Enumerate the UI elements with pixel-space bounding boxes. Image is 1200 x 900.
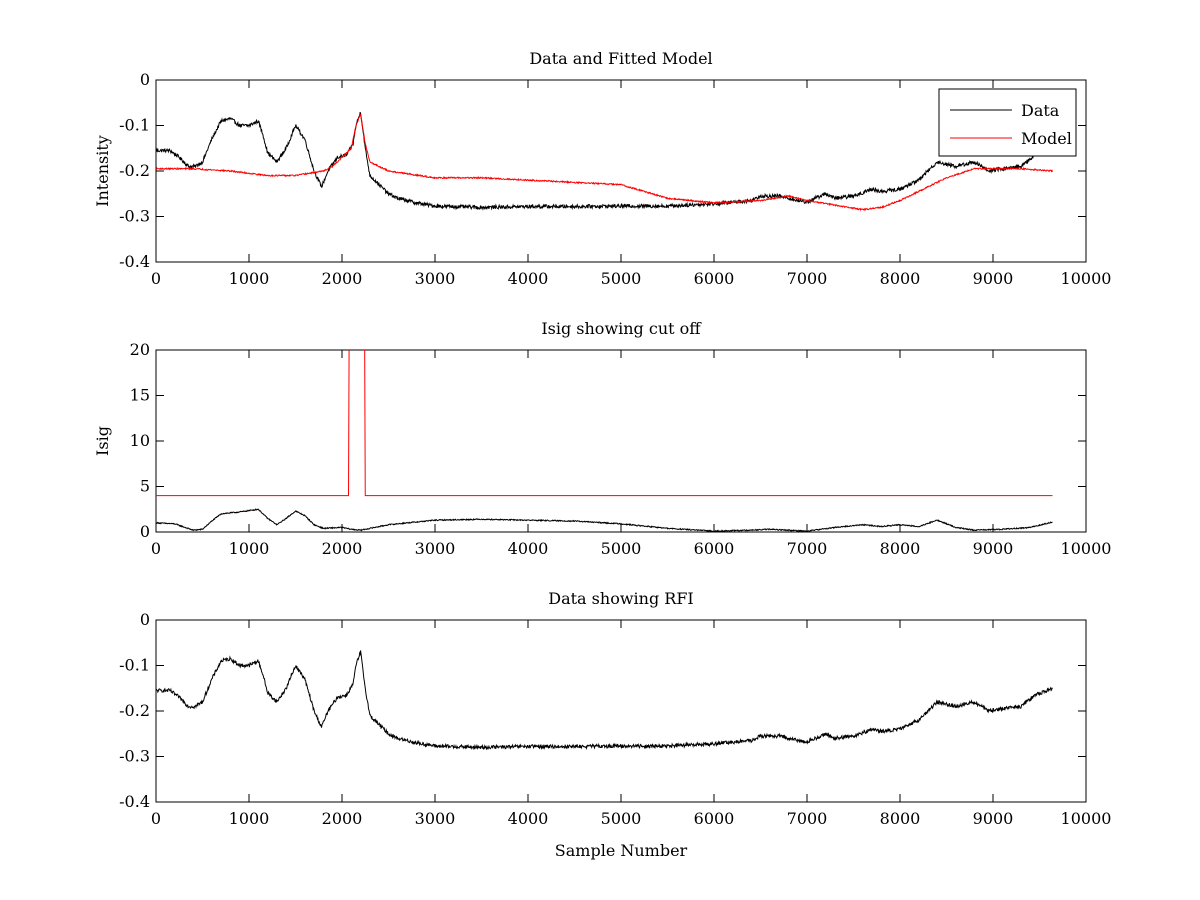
x-tick-label: 4000 xyxy=(508,809,549,828)
x-tick-label: 9000 xyxy=(973,809,1014,828)
x-tick-label: 0 xyxy=(151,539,161,558)
x-tick-label: 9000 xyxy=(973,269,1014,288)
x-tick-label: 10000 xyxy=(1061,539,1112,558)
series-line-data xyxy=(156,650,1053,751)
y-tick-label: -0.4 xyxy=(119,252,150,271)
x-tick-label: 1000 xyxy=(229,539,270,558)
x-tick-label: 5000 xyxy=(601,539,642,558)
x-tick-label: 6000 xyxy=(694,269,735,288)
x-tick-label: 2000 xyxy=(322,809,363,828)
legend: Data Model xyxy=(938,88,1077,157)
x-tick-label: 1000 xyxy=(229,269,270,288)
chart-title: Isig showing cut off xyxy=(541,319,702,338)
chart-title: Data showing RFI xyxy=(548,589,693,608)
x-tick-label: 4000 xyxy=(508,269,549,288)
subplot-3: 0 1000 2000 3000 4000 5000 6000 7000 8000 9000 100… xyxy=(119,589,1111,860)
x-tick-label: 9000 xyxy=(973,539,1014,558)
x-tick-label: 3000 xyxy=(415,809,456,828)
y-tick-label: -0.1 xyxy=(119,656,150,675)
x-tick-label: 0 xyxy=(151,269,161,288)
x-tick-label: 5000 xyxy=(601,269,642,288)
x-tick-label: 2000 xyxy=(322,269,363,288)
y-tick-label: -0.2 xyxy=(119,161,150,180)
y-tick-label: -0.2 xyxy=(119,701,150,720)
x-tick-label: 8000 xyxy=(880,539,921,558)
x-tick-label: 0 xyxy=(151,809,161,828)
chart-title: Data and Fitted Model xyxy=(529,49,712,68)
subplot-2: 0 1000 2000 3000 4000 5000 6000 7000 8000 9000 100… xyxy=(93,319,1112,558)
x-tick-label: 3000 xyxy=(415,539,456,558)
y-tick-label: 0 xyxy=(140,70,150,89)
y-tick-label: -0.4 xyxy=(119,792,150,811)
x-tick-label: 8000 xyxy=(880,269,921,288)
x-tick-label: 2000 xyxy=(322,539,363,558)
x-tick-label: 8000 xyxy=(880,809,921,828)
x-tick-label: 7000 xyxy=(787,269,828,288)
x-tick-label: 7000 xyxy=(787,539,828,558)
legend-box xyxy=(938,88,1077,157)
x-tick-label: 10000 xyxy=(1061,269,1112,288)
series-line-isig xyxy=(156,508,1053,532)
y-axis-label: Intensity xyxy=(93,135,112,207)
y-tick-label: 5 xyxy=(140,477,150,496)
x-tick-label: 5000 xyxy=(601,809,642,828)
x-tick-label: 6000 xyxy=(694,809,735,828)
legend-label: Model xyxy=(1021,129,1072,148)
series-line-cut-off xyxy=(156,350,1053,497)
y-tick-label: 0 xyxy=(140,610,150,629)
subplot-1: 0 1000 2000 3000 4000 5000 6000 7000 8000 9000 100… xyxy=(93,49,1111,288)
series-line-data xyxy=(156,111,1053,211)
series-line-model xyxy=(156,114,1053,212)
y-tick-label: -0.3 xyxy=(119,207,150,226)
y-axis-label: Isig xyxy=(93,426,112,456)
x-tick-label: 6000 xyxy=(694,539,735,558)
y-tick-label: 0 xyxy=(140,522,150,541)
legend-label: Data xyxy=(1021,101,1060,120)
y-tick-label: 15 xyxy=(130,386,150,405)
y-tick-label: -0.1 xyxy=(119,116,150,135)
x-axis-label: Sample Number xyxy=(555,841,688,860)
x-tick-label: 7000 xyxy=(787,809,828,828)
y-tick-label: -0.3 xyxy=(119,747,150,766)
x-tick-label: 1000 xyxy=(229,809,270,828)
y-tick-label: 10 xyxy=(130,431,150,450)
x-tick-label: 3000 xyxy=(415,269,456,288)
y-tick-label: 20 xyxy=(130,340,150,359)
x-tick-label: 10000 xyxy=(1061,809,1112,828)
x-tick-label: 4000 xyxy=(508,539,549,558)
